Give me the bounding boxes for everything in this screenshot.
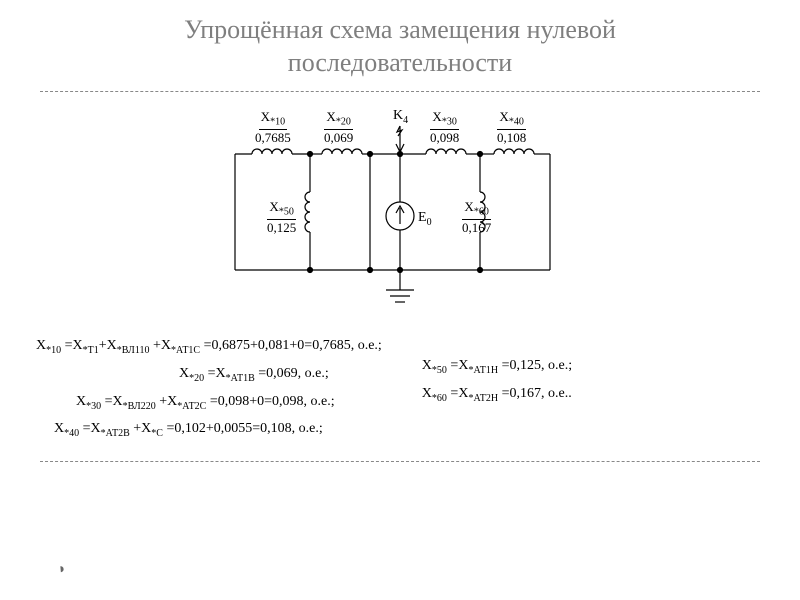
title-line2: последовательности	[288, 48, 512, 77]
eq-x50: X*50 =X*АТ1Н =0,125, о.е.;	[422, 358, 572, 376]
circuit-diagram: X*10 0,7685 X*20 0,069 X*30 0,098 X*40 0…	[210, 110, 590, 320]
divider-bottom	[40, 461, 760, 462]
divider-top	[40, 91, 760, 92]
equations-block: X*10 =X*T1+X*ВЛ110 +X*АТ1С =0,6875+0,081…	[0, 332, 800, 439]
equations-right-col: X*50 =X*АТ1Н =0,125, о.е.; X*60 =X*АТ2Н …	[422, 338, 572, 439]
eq-x40: X*40 =X*АТ2В +X*С =0,102+0,0055=0,108, о…	[36, 421, 382, 439]
eq-x60: X*60 =X*АТ2Н =0,167, о.е..	[422, 386, 572, 404]
footer-marker-icon: ◗	[57, 562, 67, 579]
eq-x10: X*10 =X*T1+X*ВЛ110 +X*АТ1С =0,6875+0,081…	[36, 338, 382, 356]
eq-x30: X*30 =X*ВЛ220 +X*АТ2С =0,098+0=0,098, о.…	[36, 394, 382, 412]
page-title: Упрощённая схема замещения нулевой после…	[0, 0, 800, 87]
circuit-svg	[210, 110, 590, 320]
eq-x20: X*20 =X*АТ1В =0,069, о.е.;	[36, 366, 382, 384]
equations-left-col: X*10 =X*T1+X*ВЛ110 +X*АТ1С =0,6875+0,081…	[36, 338, 382, 439]
title-line1: Упрощённая схема замещения нулевой	[184, 15, 616, 44]
